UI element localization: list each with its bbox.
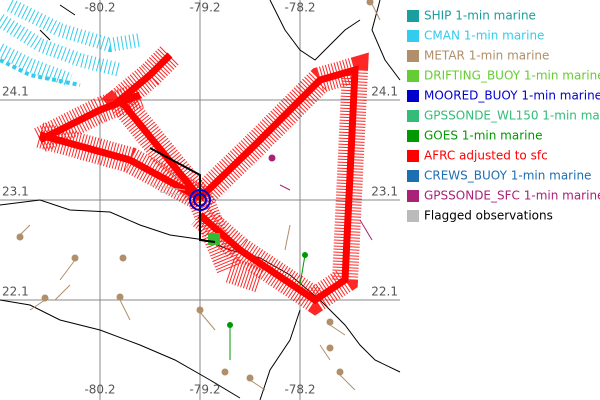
coastlines bbox=[0, 0, 401, 400]
legend-swatch bbox=[407, 130, 419, 142]
flagged-observations bbox=[149, 184, 186, 196]
lon-label: -79.2 bbox=[189, 383, 220, 397]
legend-label: CREWS_BUOY 1-min marine bbox=[424, 169, 591, 183]
gpssonde-sfc-observations bbox=[268, 154, 373, 241]
lon-label: -78.2 bbox=[284, 1, 315, 15]
lat-label: 24.1 bbox=[2, 85, 29, 99]
legend-swatch bbox=[407, 90, 419, 102]
legend-label: GPSSONDE_WL150 1-min mar bbox=[424, 109, 600, 123]
sonde-track bbox=[149, 147, 216, 243]
lon-label: -78.2 bbox=[284, 383, 315, 397]
moored-buoy-marker bbox=[189, 189, 211, 211]
legend-label: MOORED_BUOY 1-min marine bbox=[424, 89, 600, 103]
lon-label: -80.2 bbox=[84, 383, 115, 397]
lon-label: -79.2 bbox=[189, 1, 220, 15]
legend-swatch bbox=[407, 190, 419, 202]
legend-label: Flagged observations bbox=[424, 209, 553, 223]
afrc-flight-track bbox=[34, 45, 369, 316]
legend-swatch bbox=[407, 210, 419, 222]
coordinate-labels: -80.2 -80.2 -79.2 -79.2 -78.2 -78.2 24.1 24.1 23… bbox=[2, 1, 398, 397]
legend-swatch bbox=[407, 50, 419, 62]
legend-swatch bbox=[407, 30, 419, 42]
legend-swatch bbox=[407, 150, 419, 162]
legend-label: CMAN 1-min marine bbox=[424, 29, 544, 43]
lat-label: 23.1 bbox=[371, 185, 398, 199]
legend-swatch bbox=[407, 70, 419, 82]
legend-label: METAR 1-min marine bbox=[424, 49, 549, 63]
lat-label: 22.1 bbox=[2, 285, 29, 299]
lon-label: -80.2 bbox=[84, 1, 115, 15]
lat-label: 24.1 bbox=[371, 85, 398, 99]
legend: SHIP 1-min marine CMAN 1-min marine METAR … bbox=[407, 9, 600, 223]
lat-label: 23.1 bbox=[2, 185, 29, 199]
legend-label: DRIFTING_BUOY 1-min marine bbox=[424, 69, 600, 83]
legend-label: GOES 1-min marine bbox=[424, 129, 542, 143]
legend-swatch bbox=[407, 170, 419, 182]
metar-observations bbox=[16, 0, 381, 391]
cman-observations bbox=[0, 0, 142, 87]
legend-label: AFRC adjusted to sfc bbox=[424, 149, 548, 163]
legend-swatch bbox=[407, 10, 419, 22]
legend-label: SHIP 1-min marine bbox=[424, 9, 536, 23]
legend-swatch bbox=[407, 110, 419, 122]
lat-label: 22.1 bbox=[371, 285, 398, 299]
legend-label: GPSSONDE_SFC 1-min marine bbox=[424, 189, 600, 203]
